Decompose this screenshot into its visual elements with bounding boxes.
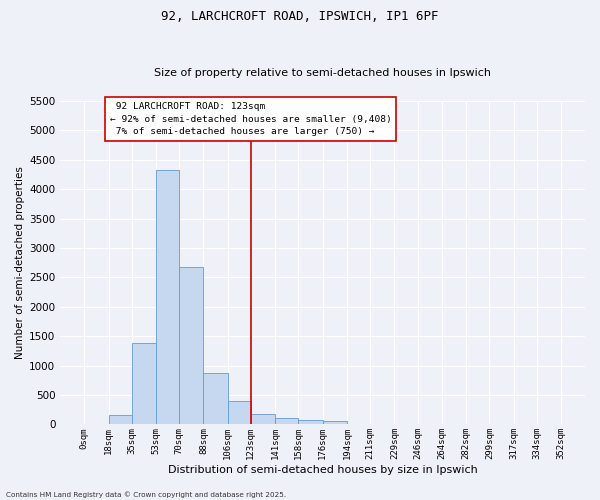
Y-axis label: Number of semi-detached properties: Number of semi-detached properties: [15, 166, 25, 359]
Bar: [228, 402, 251, 424]
Bar: [323, 421, 347, 424]
X-axis label: Distribution of semi-detached houses by size in Ipswich: Distribution of semi-detached houses by …: [168, 465, 478, 475]
Bar: [251, 414, 275, 424]
Title: Size of property relative to semi-detached houses in Ipswich: Size of property relative to semi-detach…: [154, 68, 491, 78]
Text: Contains HM Land Registry data © Crown copyright and database right 2025.: Contains HM Land Registry data © Crown c…: [6, 491, 286, 498]
Text: 92 LARCHCROFT ROAD: 123sqm
← 92% of semi-detached houses are smaller (9,408)
 7%: 92 LARCHCROFT ROAD: 123sqm ← 92% of semi…: [110, 102, 392, 136]
Bar: [131, 342, 156, 424]
Bar: [203, 374, 228, 424]
Bar: [109, 416, 131, 424]
Bar: [298, 420, 323, 424]
Bar: [179, 267, 203, 424]
Text: 92, LARCHCROFT ROAD, IPSWICH, IP1 6PF: 92, LARCHCROFT ROAD, IPSWICH, IP1 6PF: [161, 10, 439, 23]
Bar: [275, 418, 298, 424]
Bar: [156, 170, 179, 424]
